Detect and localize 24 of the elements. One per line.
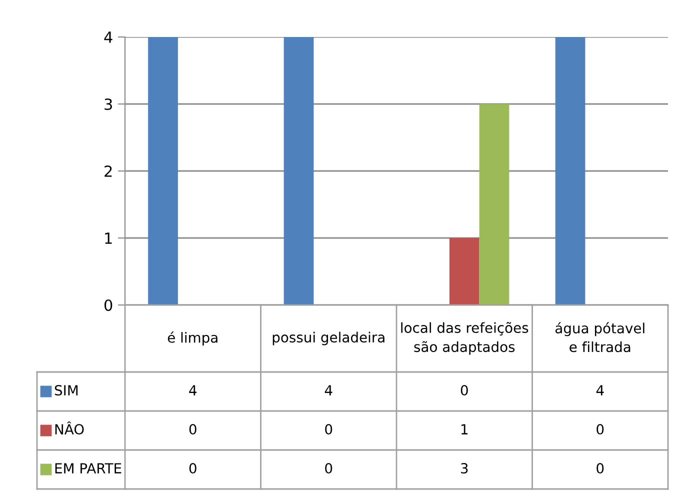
y-tick-label: 2	[104, 165, 112, 177]
y-tick-label: 3	[104, 98, 112, 110]
data-label: 0	[596, 424, 604, 435]
legend-label: NÂO	[55, 421, 84, 435]
y-tick-label: 0	[104, 299, 112, 312]
x-tick-label: local das refeições são adaptados	[401, 322, 528, 355]
data-label: 0	[596, 463, 604, 474]
x-tick-label: possui geladeira	[272, 332, 384, 346]
data-label: 1	[461, 424, 468, 434]
x-tick-label: água pótavel e filtrada	[555, 322, 644, 352]
data-label: 0	[325, 424, 332, 435]
data-label: 0	[189, 463, 196, 474]
data-label: 0	[325, 463, 332, 474]
y-tick-label: 1	[105, 232, 112, 244]
data-label: 4	[324, 385, 332, 396]
data-label: 4	[189, 385, 197, 396]
x-tick-label: é limpa	[168, 332, 218, 346]
legend-label: SIM	[54, 385, 78, 396]
data-label: 3	[461, 463, 468, 474]
legend-label: EM PARTE	[55, 463, 122, 474]
data-label: 0	[189, 424, 196, 435]
data-label: 0	[460, 385, 468, 396]
y-tick-label: 4	[104, 32, 112, 43]
data-label: 4	[596, 385, 604, 396]
